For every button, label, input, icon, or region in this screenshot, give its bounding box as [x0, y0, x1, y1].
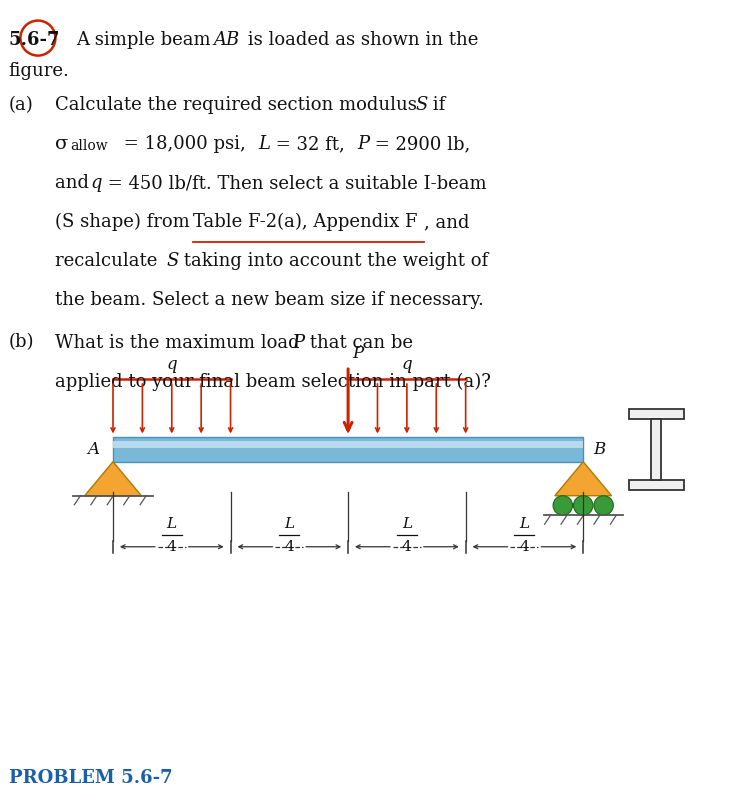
Text: = 18,000 psi,: = 18,000 psi, [117, 135, 252, 153]
Polygon shape [85, 462, 141, 496]
Text: L: L [402, 518, 412, 531]
Circle shape [574, 496, 593, 515]
Text: Table F-2(a), Appendix F: Table F-2(a), Appendix F [193, 213, 418, 232]
Text: applied to your final beam selection in part (a)?: applied to your final beam selection in … [55, 373, 491, 390]
Text: recalculate: recalculate [55, 252, 163, 270]
Text: L: L [284, 518, 295, 531]
Text: σ: σ [55, 135, 68, 153]
Text: , and: , and [424, 213, 469, 231]
Text: AB: AB [213, 31, 239, 49]
Text: 4: 4 [167, 539, 176, 554]
Text: P: P [357, 135, 370, 153]
Text: P: P [352, 345, 363, 362]
Text: the beam. Select a new beam size if necessary.: the beam. Select a new beam size if nece… [55, 291, 483, 309]
FancyBboxPatch shape [113, 437, 583, 462]
Text: allow: allow [70, 139, 108, 153]
Polygon shape [555, 462, 612, 496]
Text: if: if [427, 96, 445, 114]
Text: 4: 4 [520, 539, 529, 554]
Text: A: A [87, 441, 99, 458]
Text: What is the maximum load: What is the maximum load [55, 334, 305, 352]
Text: that can be: that can be [304, 334, 413, 352]
Text: A simple beam: A simple beam [77, 31, 217, 49]
Circle shape [553, 496, 572, 515]
Bar [651, 420, 661, 480]
Text: = 450 lb/ft. Then select a suitable I-beam: = 450 lb/ft. Then select a suitable I-be… [101, 174, 486, 192]
Text: L: L [258, 135, 270, 153]
Text: = 2900 lb,: = 2900 lb, [369, 135, 470, 153]
Text: 5.6-7: 5.6-7 [9, 31, 61, 49]
Text: q: q [402, 356, 412, 373]
Bar [628, 410, 684, 420]
Text: P: P [292, 334, 305, 352]
Text: 4: 4 [284, 539, 295, 554]
Text: L: L [519, 518, 529, 531]
Text: (a): (a) [9, 96, 34, 114]
Bar [628, 480, 684, 489]
Text: S: S [167, 252, 179, 270]
Text: figure.: figure. [9, 62, 70, 79]
Text: B: B [593, 441, 606, 458]
Text: q: q [166, 356, 177, 373]
Text: q: q [90, 174, 101, 192]
FancyBboxPatch shape [113, 441, 583, 449]
Text: S: S [416, 96, 428, 114]
Text: = 32 ft,: = 32 ft, [270, 135, 350, 153]
Text: (b): (b) [9, 334, 34, 352]
Text: is loaded as shown in the: is loaded as shown in the [241, 31, 478, 49]
Text: taking into account the weight of: taking into account the weight of [178, 252, 488, 270]
Circle shape [594, 496, 613, 515]
Text: and: and [55, 174, 95, 192]
Text: Calculate the required section modulus: Calculate the required section modulus [55, 96, 422, 114]
Text: 4: 4 [402, 539, 412, 554]
Text: PROBLEM 5.6-7: PROBLEM 5.6-7 [9, 770, 172, 787]
Text: L: L [167, 518, 177, 531]
Text: (S shape) from: (S shape) from [55, 213, 195, 232]
